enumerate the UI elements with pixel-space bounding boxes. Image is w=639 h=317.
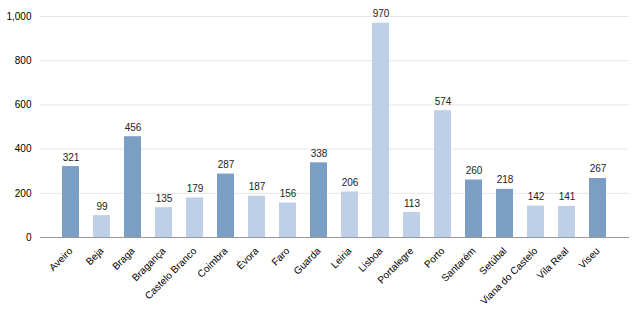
svg-text:Bragança: Bragança [129,245,168,284]
svg-text:260: 260 [466,165,483,176]
svg-text:Guarda: Guarda [291,245,323,277]
svg-text:Vila Real: Vila Real [535,245,571,281]
svg-text:Castelo Branco: Castelo Branco [143,245,199,301]
svg-text:Faro: Faro [269,245,292,268]
svg-text:99: 99 [96,201,108,212]
svg-text:200: 200 [15,188,32,199]
svg-text:179: 179 [187,183,204,194]
svg-text:Coimbra: Coimbra [195,245,230,280]
svg-text:Évora: Évora [234,244,261,271]
svg-text:Viana do Castelo: Viana do Castelo [478,245,540,307]
svg-text:218: 218 [497,174,514,185]
svg-text:321: 321 [63,152,80,163]
svg-text:Setúbal: Setúbal [476,245,509,277]
svg-text:Aveiro: Aveiro [47,245,75,273]
svg-text:135: 135 [156,193,173,204]
svg-text:267: 267 [590,163,607,174]
svg-text:287: 287 [218,159,235,170]
svg-text:Braga: Braga [110,245,137,272]
svg-text:Beja: Beja [84,245,106,267]
svg-text:0: 0 [26,232,32,243]
svg-text:Santarém: Santarém [439,245,477,283]
svg-text:1,000: 1,000 [6,11,31,22]
svg-text:574: 574 [435,96,452,107]
svg-text:Leiria: Leiria [329,245,354,270]
svg-text:Viseu: Viseu [576,245,601,270]
svg-text:Portalegre: Portalegre [375,245,416,286]
svg-text:206: 206 [342,177,359,188]
svg-text:113: 113 [404,198,420,209]
svg-text:Lisboa: Lisboa [356,245,385,274]
svg-text:Porto: Porto [422,245,447,270]
svg-text:187: 187 [249,181,266,192]
svg-text:142: 142 [528,191,545,202]
svg-text:970: 970 [373,8,390,19]
svg-text:800: 800 [15,55,32,66]
svg-text:456: 456 [125,122,142,133]
svg-text:156: 156 [280,188,297,199]
svg-text:141: 141 [559,191,576,202]
svg-text:338: 338 [311,148,328,159]
svg-text:400: 400 [15,143,32,154]
svg-text:600: 600 [15,99,32,110]
